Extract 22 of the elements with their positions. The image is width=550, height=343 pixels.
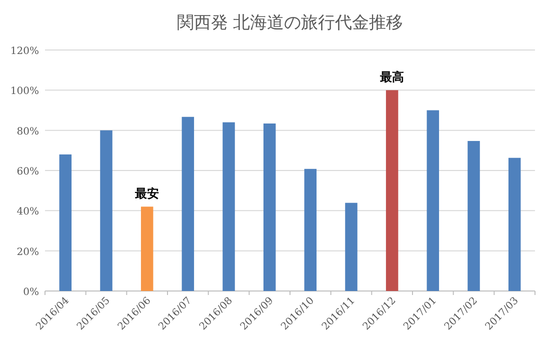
bar [222, 122, 235, 291]
bar [426, 110, 440, 291]
y-tick-label: 80% [16, 126, 39, 138]
bar [182, 116, 194, 291]
bar [345, 202, 358, 291]
bar [468, 140, 480, 291]
bar [263, 124, 276, 291]
y-tick-label: 100% [10, 86, 39, 98]
annotation: 最安 [134, 186, 160, 201]
y-tick-label: 0% [23, 287, 39, 298]
bar [386, 90, 398, 291]
bar [304, 168, 317, 291]
bar [140, 206, 154, 291]
y-tick-label: 20% [16, 246, 39, 258]
bar [59, 154, 72, 291]
bar [100, 130, 112, 291]
chart-title: 関西発 北海道の旅行代金推移 [176, 13, 404, 33]
y-tick-label: 120% [10, 46, 39, 57]
y-tick-label: 60% [16, 166, 39, 178]
y-tick-label: 40% [16, 206, 39, 218]
bar [508, 158, 521, 291]
annotation: 最高 [379, 70, 404, 84]
